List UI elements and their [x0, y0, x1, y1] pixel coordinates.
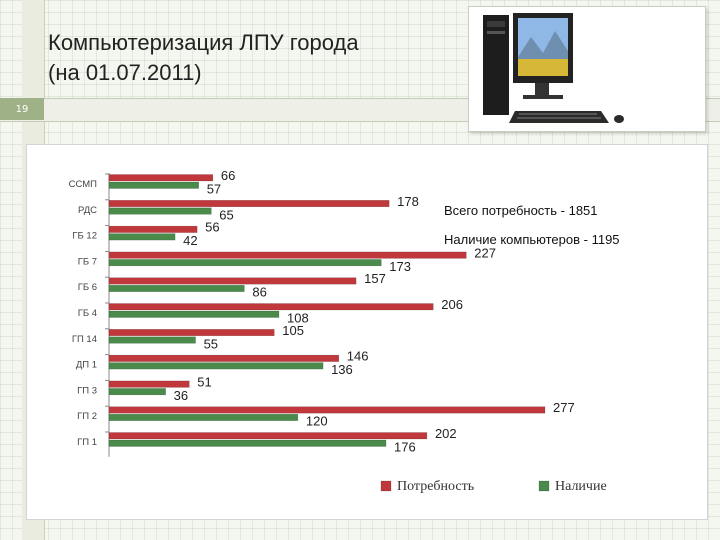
legend-swatch	[538, 480, 550, 492]
data-label: 105	[282, 323, 304, 338]
data-label: 65	[219, 207, 233, 222]
bar-have	[108, 207, 212, 215]
bar-need	[108, 406, 546, 414]
data-label: 277	[553, 400, 575, 415]
data-label: 146	[347, 349, 369, 364]
bar-need	[108, 303, 434, 311]
data-label: 56	[205, 220, 219, 235]
data-label: 108	[287, 311, 309, 326]
bar-need	[108, 225, 198, 233]
data-label: 57	[207, 182, 221, 197]
slide-number: 19	[0, 98, 44, 120]
bar-have	[108, 284, 245, 292]
bar-have	[108, 388, 166, 396]
data-label: 178	[397, 194, 419, 209]
data-label: 176	[394, 440, 416, 455]
data-label: 51	[197, 374, 211, 389]
bar-need	[108, 251, 467, 259]
data-label: 157	[364, 271, 386, 286]
bar-need	[108, 277, 357, 285]
data-label: 136	[331, 362, 353, 377]
data-label: 55	[204, 336, 218, 351]
legend-label: Наличие	[555, 479, 607, 494]
category-label: ГБ 7	[78, 256, 97, 267]
bar-have	[108, 413, 299, 421]
category-label: ГП 14	[72, 334, 97, 345]
data-label: 66	[221, 168, 235, 183]
total-need-note: Всего потребность - 1851	[444, 203, 598, 218]
category-label: ГБ 4	[78, 308, 97, 319]
bar-have	[108, 310, 280, 318]
category-label: РДС	[78, 205, 97, 216]
category-label: ГП 2	[77, 411, 97, 422]
bar-have	[108, 336, 196, 344]
data-label: 42	[183, 233, 197, 248]
available-note: Наличие компьютеров - 1195	[444, 232, 620, 247]
bar-have	[108, 439, 387, 447]
category-label: ССМП	[69, 179, 98, 190]
data-label: 86	[252, 285, 266, 300]
legend-label: Потребность	[397, 479, 474, 494]
bar-have	[108, 233, 176, 241]
bar-have	[108, 259, 382, 267]
data-label: 227	[474, 245, 496, 260]
bar-need	[108, 200, 390, 208]
category-label: ГП 1	[77, 437, 97, 448]
bar-need	[108, 329, 275, 337]
computer-picture	[468, 6, 706, 132]
category-label: ГБ 6	[78, 282, 97, 293]
bar-need	[108, 432, 428, 440]
bar-have	[108, 362, 324, 370]
bar-have	[108, 181, 199, 189]
data-label: 36	[174, 388, 188, 403]
computer-icon	[483, 13, 624, 123]
data-label: 173	[389, 259, 411, 274]
bar-need	[108, 380, 190, 388]
data-label: 120	[306, 414, 328, 429]
slide-title: Компьютеризация ЛПУ города (на 01.07.201…	[48, 30, 359, 85]
category-label: ГБ 12	[72, 231, 97, 242]
chart-panel: ССМП 66 57 РДС 178 65 ГБ 12 56 42 ГБ 7 227 173 ГБ 6 1…	[26, 144, 708, 520]
category-label: ГП 3	[77, 385, 97, 396]
category-label: ДП 1	[76, 360, 97, 371]
data-label: 202	[435, 426, 457, 441]
bar-need	[108, 174, 214, 182]
data-label: 206	[441, 297, 463, 312]
bar-need	[108, 354, 340, 362]
legend-swatch	[380, 480, 392, 492]
